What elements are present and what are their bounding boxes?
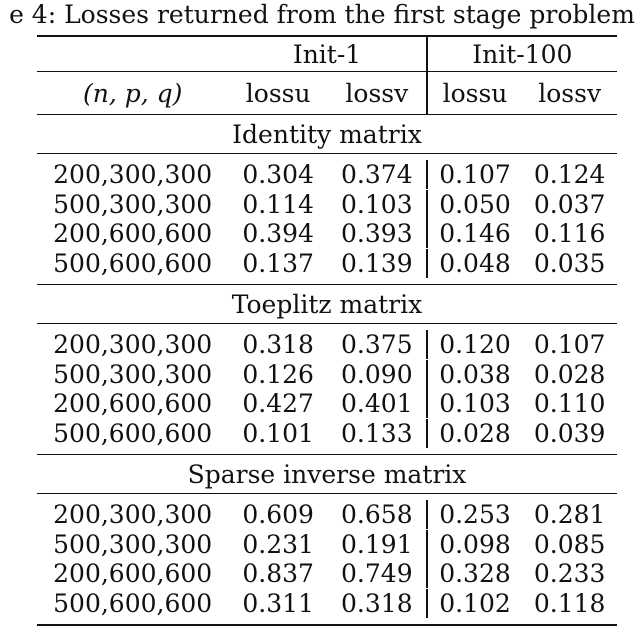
cell-init1-lossu: 0.231	[242, 529, 314, 559]
table-row: 200,300,300 0.304 0.374 0.107 0.124	[37, 160, 617, 190]
cell-init100-lossu: 0.253	[425, 500, 523, 530]
cell-init1-lossv: 0.090	[341, 359, 413, 389]
cell-init1-lossv: 0.139	[341, 248, 413, 278]
cell-init100-lossu: 0.102	[425, 588, 523, 618]
header-rule	[37, 114, 617, 115]
group-header-row: Init-1 Init-100	[37, 37, 617, 71]
cell-init1-lossv: 0.749	[341, 559, 413, 589]
cell-npq: 500,600,600	[53, 418, 213, 448]
column-header-init100-lossv: lossv	[538, 78, 602, 108]
cell-init1-lossu: 0.394	[242, 219, 314, 249]
group-header-init-100: Init-100	[425, 37, 617, 71]
table-row: 500,600,600 0.101 0.133 0.028 0.039	[37, 418, 617, 449]
table-row: 500,600,600 0.137 0.139 0.048 0.035	[37, 248, 617, 279]
column-header-row: (n, p, q) lossu lossv lossu lossv	[37, 72, 617, 114]
cell-init1-lossv: 0.401	[341, 389, 413, 419]
cell-init1-lossv: 0.103	[341, 189, 413, 219]
table-row: 500,300,300 0.126 0.090 0.038 0.028	[37, 359, 617, 390]
column-header-init1-lossv: lossv	[345, 78, 409, 108]
cell-init1-lossv: 0.318	[341, 588, 413, 618]
cell-init1-lossu: 0.311	[242, 588, 314, 618]
cell-init100-lossv: 0.085	[533, 529, 606, 559]
cell-init1-lossv: 0.658	[341, 500, 413, 530]
cell-init100-lossv: 0.124	[533, 160, 606, 190]
cell-npq: 200,600,600	[53, 559, 213, 589]
cell-init100-lossu: 0.050	[425, 189, 523, 219]
cell-init1-lossu: 0.609	[242, 500, 314, 530]
cell-init1-lossu: 0.101	[242, 418, 314, 448]
cell-init100-lossu: 0.028	[425, 418, 523, 448]
table-row: 200,600,600 0.837 0.749 0.328 0.233	[37, 559, 617, 589]
section-rule-toeplitz	[37, 323, 617, 324]
cell-init100-lossu: 0.107	[425, 160, 523, 190]
cell-npq: 200,300,300	[53, 160, 213, 190]
cell-init1-lossv: 0.374	[341, 160, 413, 190]
table-row: 200,600,600 0.394 0.393 0.146 0.116	[37, 219, 617, 249]
table-row: 500,300,300 0.114 0.103 0.050 0.037	[37, 189, 617, 220]
cell-init1-lossu: 0.126	[242, 359, 314, 389]
section-rule-sparse-inverse	[37, 493, 617, 494]
table-row: 200,600,600 0.427 0.401 0.103 0.110	[37, 389, 617, 419]
cell-npq: 500,300,300	[53, 359, 213, 389]
group-rule	[37, 71, 617, 72]
section-end-rule-toeplitz	[37, 454, 617, 455]
top-rule	[37, 35, 617, 37]
table-row: 200,300,300 0.609 0.658 0.253 0.281	[37, 500, 617, 530]
section-rule-identity	[37, 153, 617, 154]
cell-init1-lossu: 0.114	[242, 189, 314, 219]
cell-init1-lossu: 0.837	[242, 559, 314, 589]
cell-init100-lossv: 0.035	[533, 248, 606, 278]
cell-init1-lossv: 0.133	[341, 418, 413, 448]
cell-init1-lossu: 0.318	[242, 330, 314, 360]
table-caption: e 4: Losses returned from the first stag…	[9, 0, 635, 29]
column-header-npq: (n, p, q)	[82, 78, 183, 108]
cell-npq: 500,300,300	[53, 529, 213, 559]
cell-init100-lossv: 0.028	[533, 359, 606, 389]
cell-npq: 500,600,600	[53, 588, 213, 618]
cell-init1-lossu: 0.427	[242, 389, 314, 419]
cell-npq: 200,300,300	[53, 330, 213, 360]
column-header-init1-lossu: lossu	[245, 78, 311, 108]
cell-init100-lossu: 0.103	[425, 389, 523, 419]
cell-init100-lossu: 0.120	[425, 330, 523, 360]
cell-init1-lossv: 0.191	[341, 529, 413, 559]
losses-table: Init-1 Init-100 (n, p, q) lossu lossv lo…	[37, 35, 617, 626]
cell-init100-lossu: 0.146	[425, 219, 523, 249]
cell-npq: 200,600,600	[53, 219, 213, 249]
section-body-identity: 200,300,300 0.304 0.374 0.107 0.124 500,…	[37, 154, 617, 284]
cell-init100-lossu: 0.048	[425, 248, 523, 278]
cell-init1-lossv: 0.393	[341, 219, 413, 249]
section-end-rule-identity	[37, 284, 617, 285]
cell-init100-lossv: 0.116	[533, 219, 606, 249]
cell-npq: 200,300,300	[53, 500, 213, 530]
group-header-init-1: Init-1	[292, 39, 362, 69]
section-title-sparse-inverse: Sparse inverse matrix	[187, 459, 467, 489]
table-row: 500,300,300 0.231 0.191 0.098 0.085	[37, 529, 617, 560]
cell-init1-lossu: 0.137	[242, 248, 314, 278]
section-title-toeplitz: Toeplitz matrix	[231, 289, 423, 319]
cell-init100-lossu: 0.098	[425, 529, 523, 559]
cell-init1-lossv: 0.375	[341, 330, 413, 360]
cell-init100-lossu: 0.328	[425, 559, 523, 589]
column-header-init100-lossu: lossu	[425, 72, 523, 114]
section-title-identity: Identity matrix	[232, 119, 422, 149]
cell-npq: 500,600,600	[53, 248, 213, 278]
cell-npq: 500,300,300	[53, 189, 213, 219]
cell-init100-lossv: 0.037	[533, 189, 606, 219]
section-body-toeplitz: 200,300,300 0.318 0.375 0.120 0.107 500,…	[37, 324, 617, 454]
cell-init100-lossv: 0.110	[533, 389, 606, 419]
cell-init100-lossv: 0.233	[533, 559, 606, 589]
section-body-sparse-inverse: 200,300,300 0.609 0.658 0.253 0.281 500,…	[37, 494, 617, 624]
cell-init1-lossu: 0.304	[242, 160, 314, 190]
cell-init100-lossv: 0.107	[533, 330, 606, 360]
table-row: 500,600,600 0.311 0.318 0.102 0.118	[37, 588, 617, 619]
cell-npq: 200,600,600	[53, 389, 213, 419]
cell-init100-lossu: 0.038	[425, 359, 523, 389]
cell-init100-lossv: 0.039	[533, 418, 606, 448]
cell-init100-lossv: 0.118	[533, 588, 606, 618]
bottom-rule	[37, 624, 617, 626]
cell-init100-lossv: 0.281	[533, 500, 606, 530]
table-row: 200,300,300 0.318 0.375 0.120 0.107	[37, 330, 617, 360]
